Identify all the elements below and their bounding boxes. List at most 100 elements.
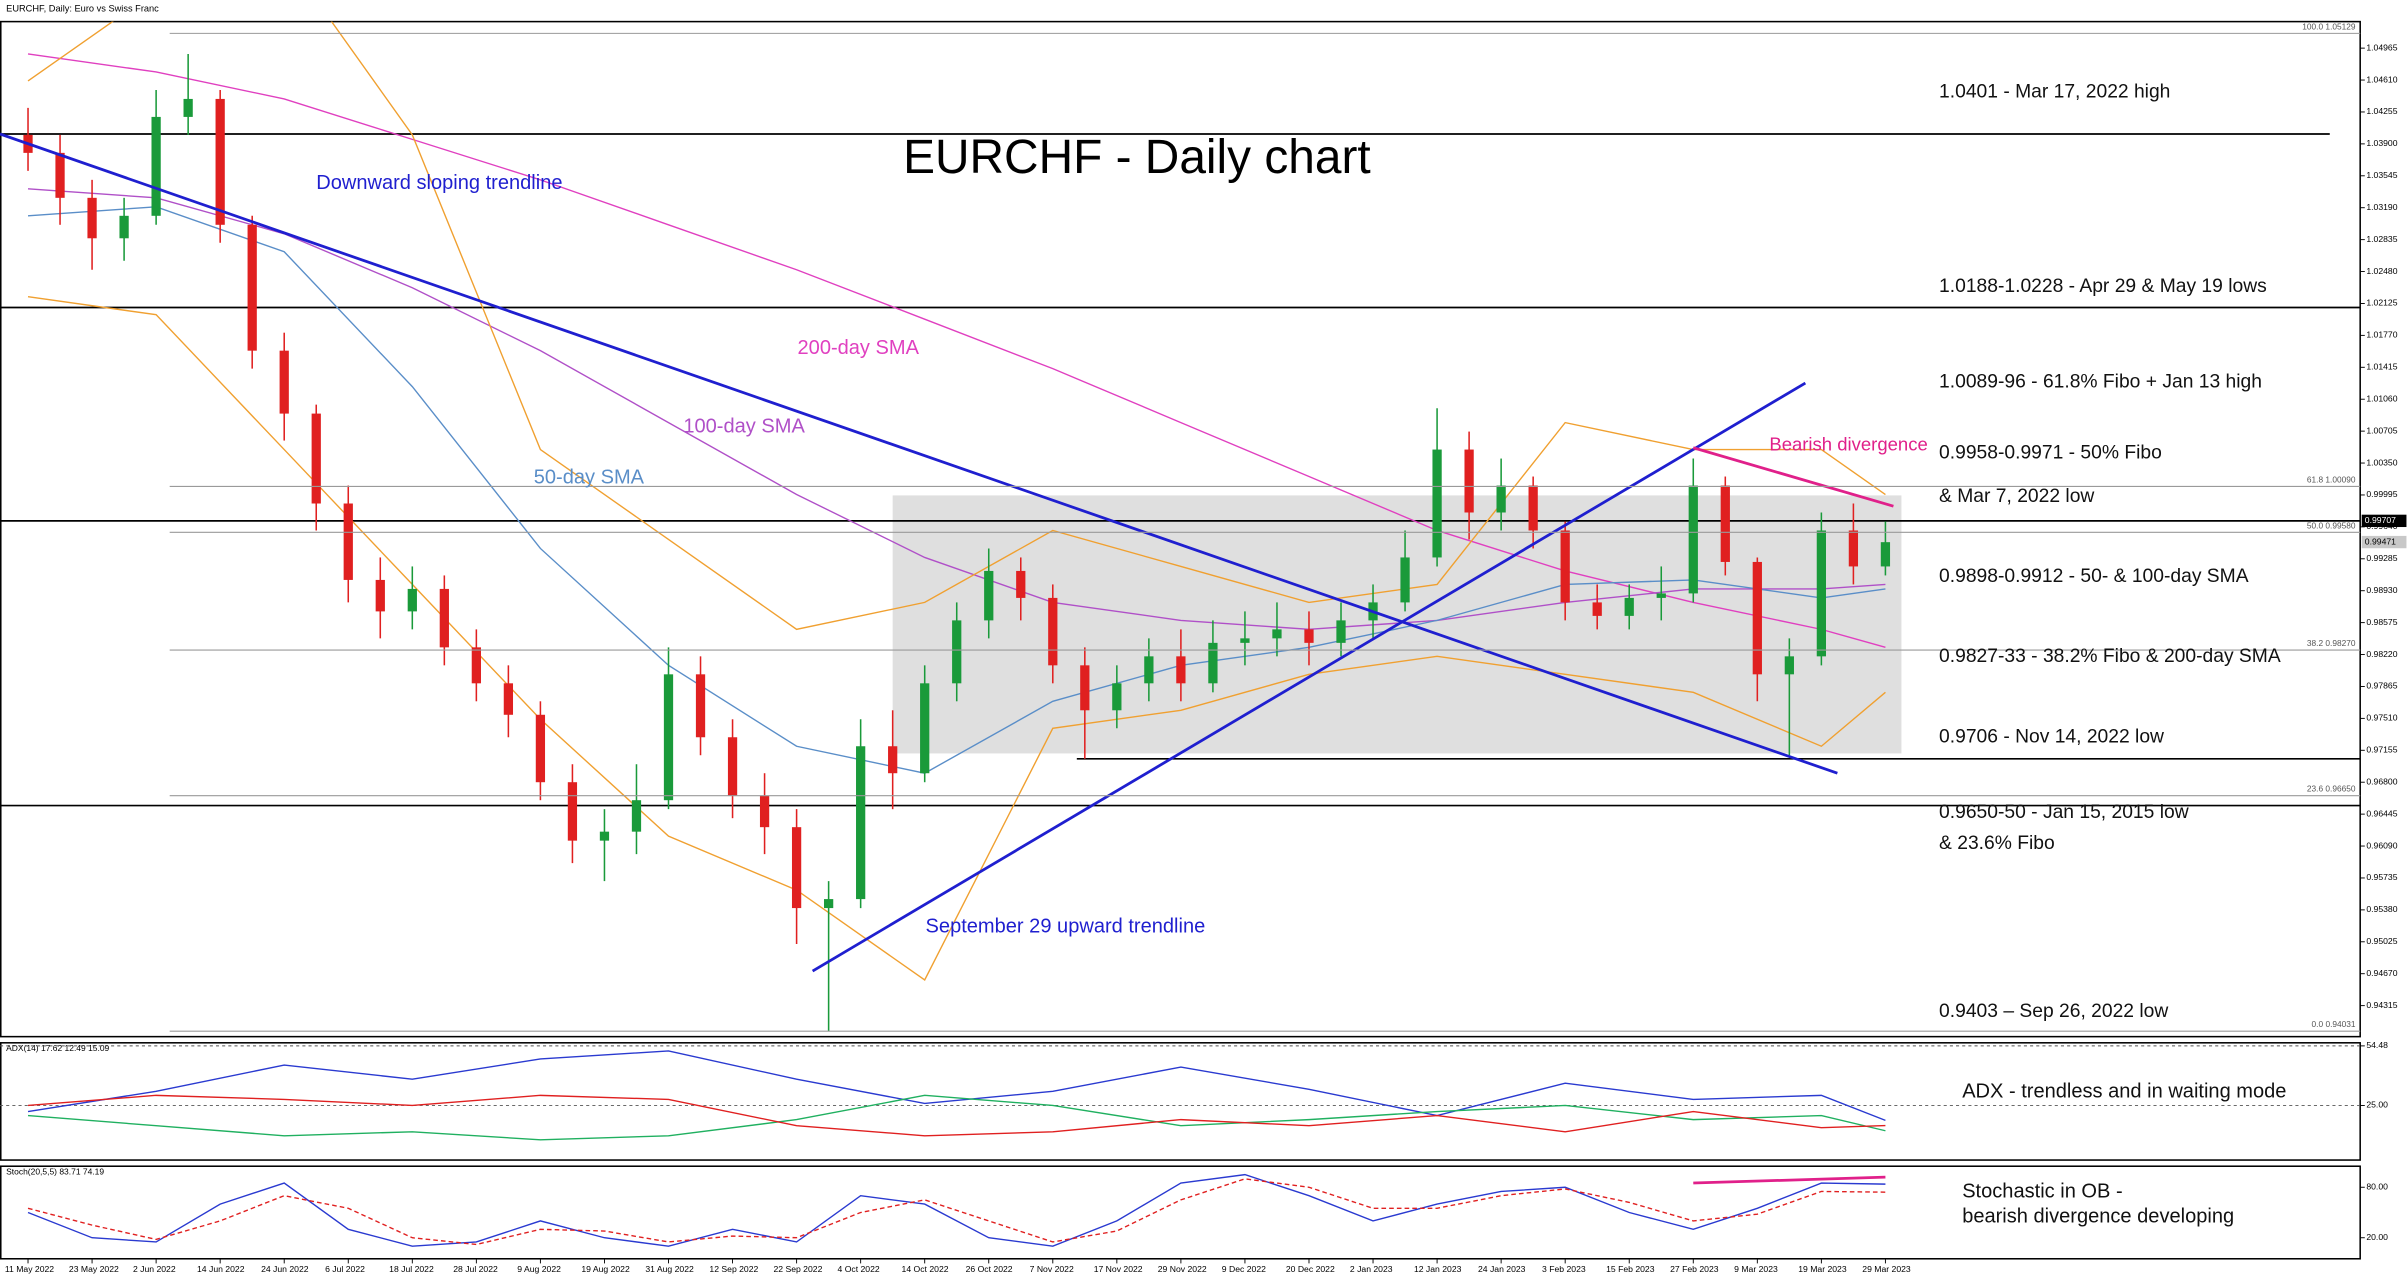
x-tick-label: 2 Jan 2023 [1350,1264,1393,1274]
main-panel-frame [0,20,2361,1038]
annotation: & 23.6% Fibo [1939,833,2055,854]
x-tick-label: 7 Nov 2022 [1030,1264,1074,1274]
x-tick-label: 3 Feb 2023 [1542,1264,1586,1274]
fibo-label: 61.8 1.00090 [2307,474,2356,484]
y-tick-label: 0.95025 [2366,936,2397,946]
annotation: 0.9827-33 - 38.2% Fibo & 200-day SMA [1939,646,2281,667]
annotation: 0.9403 – Sep 26, 2022 low [1939,1001,2168,1022]
x-tick-label: 12 Sep 2022 [709,1264,758,1274]
y-tick-label: 0.95735 [2366,872,2397,882]
fibo-label: 100.0 1.05129 [2302,21,2356,31]
candle-body [247,224,257,351]
candle-body [215,98,225,225]
candle-body [375,579,385,612]
candle-body [888,746,898,774]
candle-body [87,197,97,239]
annotation: bearish divergence developing [1962,1205,2234,1227]
candle-body [1528,485,1538,531]
chart-title: EURCHF - Daily chart [903,131,1371,184]
y-tick-label: 54.48 [2366,1040,2388,1050]
candle-body [1784,656,1794,675]
candle-body [1496,485,1506,513]
candle-body [439,588,449,648]
x-tick-label: 23 May 2022 [69,1264,119,1274]
y-tick-label: 1.03900 [2366,138,2397,148]
annotation: 0.9650-50 - Jan 15, 2015 low [1939,802,2189,823]
x-tick-label: 22 Sep 2022 [773,1264,822,1274]
candle-body [1176,656,1186,684]
series-label: 50-day SMA [534,467,645,489]
y-tick-label: 0.97510 [2366,713,2397,723]
y-tick-label: 25.00 [2366,1100,2388,1110]
candle-body [1272,629,1282,639]
x-tick-label: 24 Jun 2022 [261,1264,309,1274]
adx-title: ADX(14) 17.62 12.49 15.09 [6,1043,109,1053]
candle-body [1304,629,1314,643]
x-tick-label: 31 Aug 2022 [645,1264,694,1274]
y-tick-label: 1.02480 [2366,266,2397,276]
x-tick-label: 27 Feb 2023 [1670,1264,1719,1274]
y-tick-label: 1.02835 [2366,234,2397,244]
candle-body [631,800,642,832]
candle-body [1624,597,1634,616]
trendline [1692,446,1894,508]
y-tick-label: 1.04610 [2366,74,2397,84]
candle-body [791,827,802,909]
y-tick-label: 0.98930 [2366,585,2397,595]
x-tick-label: 15 Feb 2023 [1606,1264,1655,1274]
x-tick-label: 19 Mar 2023 [1798,1264,1847,1274]
candle-body [1688,485,1698,594]
trendline [811,381,1807,973]
candle-body [1208,642,1218,684]
y-tick-label: 0.95380 [2366,904,2397,914]
x-tick-label: 14 Oct 2022 [902,1264,949,1274]
x-tick-label: 6 Jul 2022 [325,1264,365,1274]
y-tick-label: 1.01770 [2366,330,2397,340]
candle-body [1016,570,1026,598]
candle-body [119,215,129,239]
series-label: 100-day SMA [683,416,805,438]
price-tag [2361,535,2407,549]
stoch-title: Stoch(20,5,5) 83.71 74.19 [6,1167,104,1177]
indicator-line [27,206,1886,774]
plot-area [0,1045,2361,1141]
y-tick-label: 1.00705 [2366,425,2397,435]
y-tick-label: 1.04255 [2366,106,2397,116]
x-tick-label: 19 Aug 2022 [581,1264,630,1274]
candle-body [1400,557,1410,603]
candle-body [759,795,770,828]
chart-header: EURCHF, Daily: Euro vs Swiss Franc [6,4,159,14]
annotation: Stochastic in OB - [1962,1181,2122,1203]
x-tick-label: 18 Jul 2022 [389,1264,434,1274]
x-tick-label: 9 Aug 2022 [517,1264,561,1274]
indicator-line [27,1178,1886,1246]
x-tick-label: 11 May 2022 [5,1264,54,1274]
candle-body [279,350,289,414]
x-tick-label: 29 Mar 2023 [1862,1264,1911,1274]
candle-body [151,116,161,216]
y-tick-label: 0.96090 [2366,840,2397,850]
indicator-line [27,1050,1886,1122]
x-tick-label: 4 Oct 2022 [838,1264,880,1274]
fibo-label: 50.0 0.99580 [2307,520,2356,530]
candle-body [1816,530,1827,657]
candle-body [55,152,65,198]
annotation: ADX - trendless and in waiting mode [1962,1080,2286,1102]
candle-body [503,683,514,715]
x-tick-label: 26 Oct 2022 [966,1264,1013,1274]
price-tag [2361,514,2407,528]
annotation: 0.9898-0.9912 - 50- & 100-day SMA [1939,566,2249,587]
candle-body [952,620,962,684]
y-tick-label: 0.94315 [2366,1000,2397,1010]
candle-body [984,570,994,621]
fibo-label: 23.6 0.96650 [2307,784,2356,794]
candle-body [1432,449,1442,558]
annotation: 1.0188-1.0228 - Apr 29 & May 19 lows [1939,276,2267,297]
y-tick-label: 0.97155 [2366,745,2397,755]
fibo-label: 0.0 0.94031 [2312,1019,2356,1029]
candle-body [1144,656,1154,684]
stoch-panel-frame [0,1165,2361,1260]
x-tick-label: 12 Jan 2023 [1414,1264,1462,1274]
